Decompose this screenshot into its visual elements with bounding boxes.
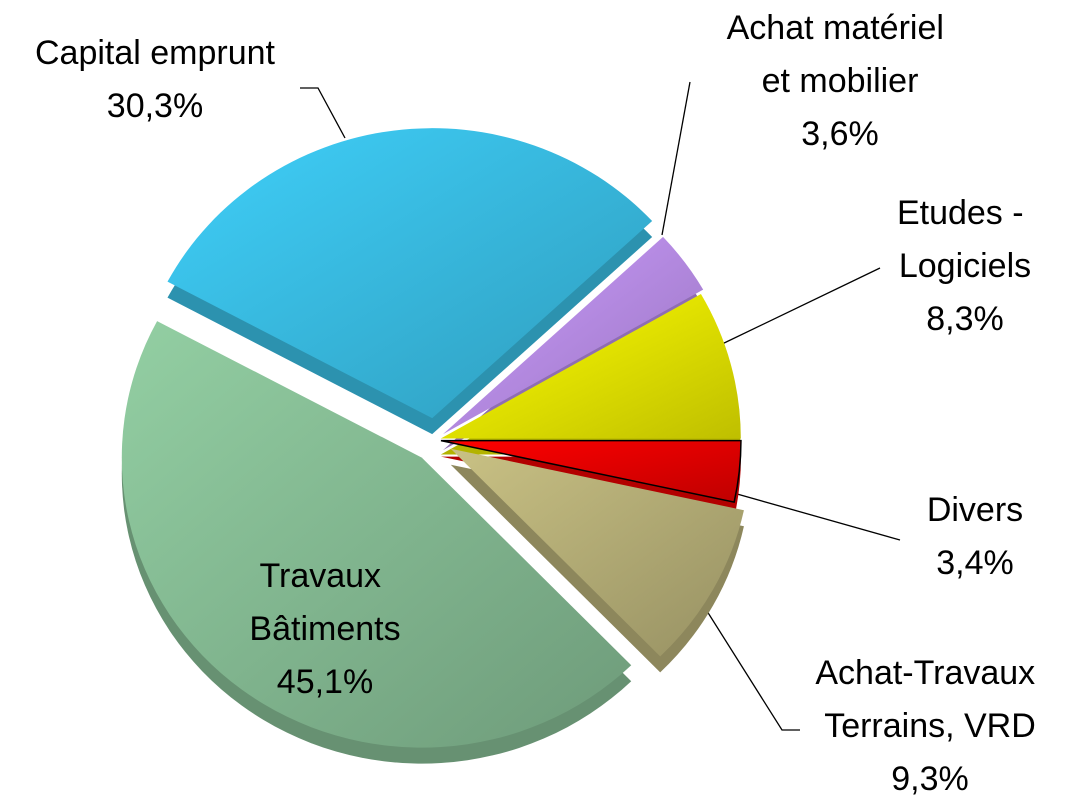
pie-slice <box>440 293 741 439</box>
label-line: Bâtiments <box>249 610 400 648</box>
slice-label: Travaux Bâtiments <box>249 557 400 648</box>
label-line: Etudes - <box>897 194 1033 232</box>
value-label: 9,3% <box>891 760 969 798</box>
slice-label: Divers <box>927 491 1023 529</box>
label-line: et mobilier <box>762 62 919 100</box>
pie-slice <box>440 439 742 504</box>
leader-line <box>699 599 800 731</box>
leader-line <box>719 267 881 346</box>
label-line: Terrains, VRD <box>824 707 1036 745</box>
label-line: Divers <box>927 491 1023 529</box>
slice-label: Etudes - Logiciels <box>897 194 1033 285</box>
pie-slice <box>167 128 653 419</box>
value-label: 30,3% <box>107 87 203 125</box>
pie-slice <box>121 321 632 748</box>
label-line: Capital emprunt <box>35 34 276 72</box>
value-label: 3,4% <box>936 544 1014 582</box>
leader-lines <box>300 81 901 731</box>
slice-label: Achat matériel et mobilier <box>727 9 954 100</box>
label-line: Achat matériel <box>727 9 954 47</box>
slice-label: Achat-Travaux Terrains, VRD <box>815 654 1044 745</box>
label-line: Travaux <box>259 557 390 595</box>
leader-line <box>300 87 346 139</box>
leader-line <box>729 491 901 541</box>
value-label: 8,3% <box>926 300 1004 338</box>
value-label: 3,6% <box>801 115 879 153</box>
pie-slice <box>443 236 704 435</box>
pie-slice <box>450 448 744 657</box>
value-label: 45,1% <box>277 663 373 701</box>
slice-label: Capital emprunt <box>35 34 276 72</box>
label-line: Logiciels <box>899 247 1031 285</box>
label-line: Achat-Travaux <box>815 654 1044 692</box>
leader-line <box>661 81 691 236</box>
